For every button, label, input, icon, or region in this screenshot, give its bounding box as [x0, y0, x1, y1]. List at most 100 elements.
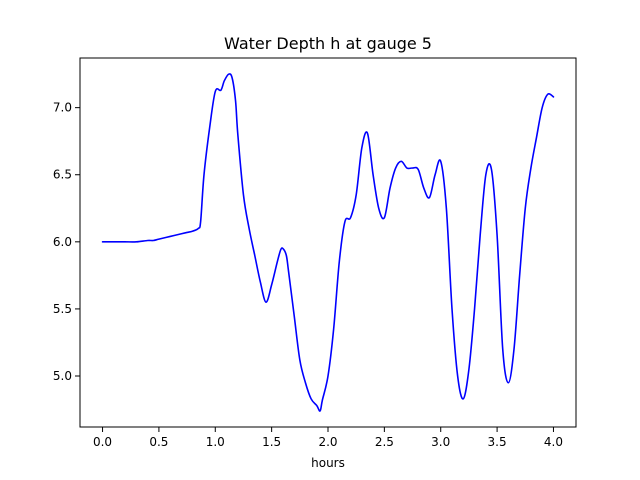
y-tick-label: 7.0	[53, 101, 72, 115]
data-point	[339, 261, 340, 262]
data-point	[181, 233, 182, 234]
data-point	[480, 235, 481, 236]
data-point	[192, 230, 193, 231]
data-point	[235, 100, 236, 101]
data-point	[491, 169, 492, 170]
data-point	[288, 271, 289, 272]
data-point	[316, 405, 317, 406]
data-point	[158, 239, 159, 240]
data-point	[271, 284, 272, 285]
data-point	[468, 369, 469, 370]
data-point	[547, 94, 548, 95]
data-point	[327, 375, 328, 376]
data-point	[254, 255, 255, 256]
x-axis-label: hours	[311, 456, 345, 470]
data-point	[384, 217, 385, 218]
x-tick-label: 1.0	[206, 435, 225, 449]
data-point	[519, 275, 520, 276]
series-layer	[101, 73, 555, 412]
x-tick-label: 3.0	[431, 435, 450, 449]
data-point	[502, 349, 503, 350]
data-point	[463, 398, 464, 399]
data-point	[367, 133, 368, 134]
data-point	[322, 400, 323, 401]
data-point	[457, 375, 458, 376]
data-point	[200, 221, 201, 222]
data-point	[508, 382, 509, 383]
data-point	[451, 308, 452, 309]
data-point	[434, 174, 435, 175]
data-point	[147, 240, 148, 241]
data-point	[280, 249, 281, 250]
x-axis: 0.0 0.5 1.0 1.5 2.0 2.5 3.0 3.5 4.0	[93, 427, 563, 449]
data-point	[485, 174, 486, 175]
x-tick-label: 3.5	[488, 435, 507, 449]
data-point	[418, 169, 419, 170]
data-point	[215, 91, 216, 92]
data-point	[286, 255, 287, 256]
data-point	[305, 382, 306, 383]
data-point	[350, 217, 351, 218]
x-tick-label: 4.0	[544, 435, 563, 449]
y-tick-label: 6.0	[53, 235, 72, 249]
data-point	[248, 228, 249, 229]
data-point	[260, 281, 261, 282]
x-tick-label: 2.5	[375, 435, 394, 449]
data-point	[525, 208, 526, 209]
data-point	[344, 221, 345, 222]
data-point	[372, 174, 373, 175]
data-point	[320, 410, 321, 411]
data-point	[446, 208, 447, 209]
data-point	[542, 107, 543, 108]
data-point	[536, 137, 537, 138]
data-point	[198, 228, 199, 229]
data-point	[474, 308, 475, 309]
data-point	[186, 232, 187, 233]
y-tick-label: 5.5	[53, 302, 72, 316]
plot-area-frame	[79, 57, 577, 428]
data-point	[170, 236, 171, 237]
x-tick-label: 0.0	[93, 435, 112, 449]
data-point	[423, 188, 424, 189]
data-point	[401, 161, 402, 162]
data-point	[378, 208, 379, 209]
data-point	[389, 188, 390, 189]
data-point	[513, 349, 514, 350]
data-point	[224, 80, 225, 81]
y-axis: 5.0 5.5 6.0 6.5 7.0	[53, 101, 80, 383]
x-tick-label: 0.5	[149, 435, 168, 449]
data-point	[220, 90, 221, 91]
data-point	[395, 167, 396, 168]
data-point	[282, 248, 283, 249]
data-point	[102, 241, 103, 242]
data-point	[361, 147, 362, 148]
data-point	[203, 174, 204, 175]
series-line-0	[101, 73, 555, 412]
data-point	[228, 74, 229, 75]
data-point	[153, 240, 154, 241]
data-point	[530, 167, 531, 168]
data-point	[333, 328, 334, 329]
x-tick-label: 2.0	[318, 435, 337, 449]
data-point	[356, 194, 357, 195]
data-point	[294, 315, 295, 316]
data-point	[243, 194, 244, 195]
y-tick-label: 5.0	[53, 369, 72, 383]
data-point	[299, 359, 300, 360]
data-point	[124, 241, 125, 242]
data-point	[232, 78, 233, 79]
data-point	[113, 241, 114, 242]
data-point	[277, 261, 278, 262]
data-point	[553, 96, 554, 97]
x-tick-label: 1.5	[262, 435, 281, 449]
data-point	[406, 167, 407, 168]
data-point	[429, 197, 430, 198]
data-point	[265, 302, 266, 303]
data-point	[136, 241, 137, 242]
data-point	[209, 127, 210, 128]
data-point	[412, 167, 413, 168]
chart-title: Water Depth h at gauge 5	[224, 34, 432, 53]
data-point	[496, 235, 497, 236]
